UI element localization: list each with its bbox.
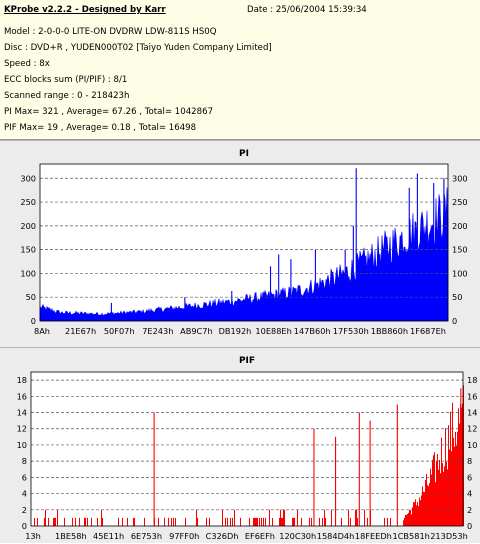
pif-ytick-right: 12 xyxy=(467,424,477,434)
pif-ytick-left: 8 xyxy=(22,456,27,466)
pif-xtick: 120C30h xyxy=(279,531,316,541)
app-title: KProbe v2.2.2 - Designed by Karr xyxy=(4,5,166,15)
pi-frame xyxy=(39,163,449,322)
pif-ytick-right: 14 xyxy=(467,408,477,418)
pi-chart-panel: PI 0 0 50 50 100 100 150 150 200 200 250 250 300 300 8A… xyxy=(0,140,480,347)
scanned-range: Scanned range : 0 - 218423h xyxy=(4,91,130,101)
pif-xtick: 213D53h xyxy=(430,531,468,541)
pif-xtick: 13h xyxy=(25,531,41,541)
pi-title: PI xyxy=(239,149,249,159)
pif-ytick-right: 6 xyxy=(467,472,472,482)
pi-xtick: 50F07h xyxy=(104,326,135,336)
pi-ytick-left: 150 xyxy=(20,245,36,255)
pi-xtick: 1F687Eh xyxy=(410,326,446,336)
pif-ytick-left: 2 xyxy=(22,505,27,515)
pi-xtick: AB9C7h xyxy=(180,326,213,336)
pi-xtick: 147B60h xyxy=(294,326,331,336)
pif-chart: PIF 0 0 2 2 4 4 6 6 8 8 10 10 12 12 14 14 16 16 18 18 13h 1BE5… xyxy=(17,356,478,541)
pif-ytick-left: 18 xyxy=(17,375,27,385)
pif-ytick-right: 16 xyxy=(467,391,477,401)
pi-xtick: 21E67h xyxy=(65,326,96,336)
info-panel: KProbe v2.2.2 - Designed by Karr Date : … xyxy=(0,0,480,140)
pi-ytick-right: 0 xyxy=(452,316,457,326)
pif-ytick-right: 8 xyxy=(467,456,472,466)
pi-ytick-right: 250 xyxy=(452,197,468,207)
pi-xtick: 8Ah xyxy=(34,326,50,336)
pi-xtick: 7E243h xyxy=(142,326,173,336)
pi-ytick-left: 250 xyxy=(20,197,36,207)
pif-stats: PIF Max= 19 , Average= 0.18 , Total= 164… xyxy=(4,123,197,133)
pif-ytick-left: 4 xyxy=(22,489,27,499)
pif-ytick-right: 2 xyxy=(467,505,472,515)
pif-plot-area xyxy=(31,372,463,526)
pif-xtick: 6E753h xyxy=(131,531,162,541)
pif-ytick-left: 6 xyxy=(22,472,27,482)
scan-date: Date : 25/06/2004 15:39:34 xyxy=(247,5,367,15)
pi-ytick-left: 100 xyxy=(20,268,36,278)
pi-ytick-left: 300 xyxy=(20,173,36,183)
pif-xtick: 45E11h xyxy=(93,531,124,541)
pi-xtick: DB192h xyxy=(219,326,252,336)
pi-chart: PI 0 0 50 50 100 100 150 150 200 200 250 250 300 300 8A… xyxy=(20,149,468,336)
pif-ytick-right: 10 xyxy=(467,440,477,450)
pif-ytick-left: 10 xyxy=(17,440,27,450)
pi-ytick-left: 0 xyxy=(31,316,36,326)
pif-chart-panel: PIF 0 0 2 2 4 4 6 6 8 8 10 10 12 12 14 14 16 16 18 18 13h 1BE5… xyxy=(0,347,480,543)
pif-xtick: 1CB581h xyxy=(392,531,429,541)
pif-ytick-right: 18 xyxy=(467,375,477,385)
scan-speed: Speed : 8x xyxy=(4,59,50,69)
pif-ytick-right: 0 xyxy=(467,521,472,531)
pi-ytick-right: 150 xyxy=(452,245,468,255)
pif-xtick: 1584D4h xyxy=(317,531,355,541)
pif-xtick: 18FEEDh xyxy=(355,531,392,541)
pi-ytick-right: 50 xyxy=(452,292,462,302)
pif-ytick-left: 16 xyxy=(17,391,27,401)
pi-data xyxy=(39,168,449,322)
ecc-blocks: ECC blocks sum (PI/PIF) : 8/1 xyxy=(4,75,128,85)
pi-area xyxy=(39,187,449,322)
pi-ytick-right: 200 xyxy=(452,221,468,231)
drive-model: Model : 2-0-0-0 LITE-ON DVDRW LDW-811S H… xyxy=(4,27,217,37)
pi-xtick: 10E88Eh xyxy=(255,326,291,336)
pi-xtick: 17F530h xyxy=(333,326,369,336)
pif-ytick-left: 14 xyxy=(17,408,27,418)
pi-ytick-left: 200 xyxy=(20,221,36,231)
pif-xtick: C326Dh xyxy=(206,531,239,541)
pi-ytick-left: 50 xyxy=(26,292,36,302)
pi-ytick-right: 300 xyxy=(452,173,468,183)
pi-xtick: 1BB860h xyxy=(371,326,408,336)
pif-title: PIF xyxy=(239,356,255,366)
pif-data xyxy=(34,385,464,526)
pi-ytick-right: 100 xyxy=(452,268,468,278)
pif-xtick: 97FF0h xyxy=(169,531,199,541)
pif-ytick-left: 12 xyxy=(17,424,27,434)
pif-frame xyxy=(30,371,464,527)
disc-info: Disc : DVD+R , YUDEN000T02 [Taiyo Yuden … xyxy=(4,43,272,53)
pif-xtick: EF6EFh xyxy=(245,531,275,541)
pif-xtick: 1BE58h xyxy=(55,531,87,541)
pif-ytick-right: 4 xyxy=(467,489,472,499)
pif-ytick-left: 0 xyxy=(22,521,27,531)
pi-stats: PI Max= 321 , Average= 67.26 , Total= 10… xyxy=(4,107,214,117)
